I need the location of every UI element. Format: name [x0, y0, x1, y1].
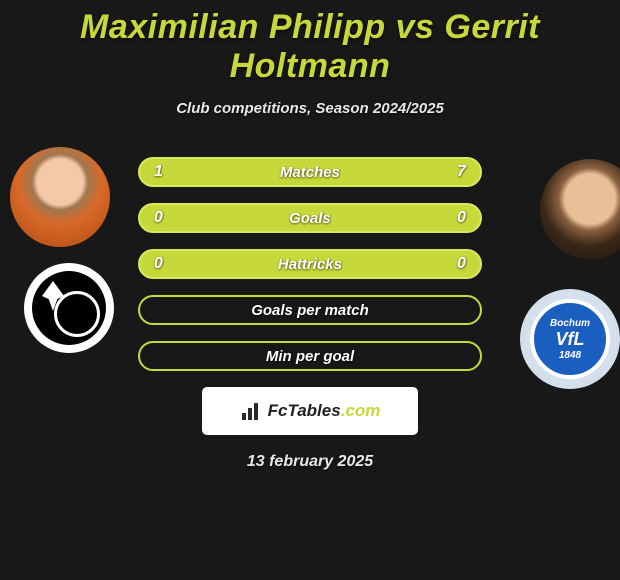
title-vs: vs — [396, 8, 435, 46]
brand-badge: FcTables.com — [202, 387, 418, 435]
stat-value-right: 0 — [457, 209, 466, 227]
avatar-player-right — [540, 159, 620, 259]
stat-row-goals-per-match: Goals per match — [138, 295, 482, 325]
subtitle: Club competitions, Season 2024/2025 — [0, 100, 620, 117]
brand-text: FcTables.com — [268, 401, 381, 421]
stat-label: Min per goal — [266, 348, 354, 365]
stat-label: Hattricks — [278, 256, 342, 273]
club-right-line1: Bochum — [550, 318, 590, 329]
club-logo-right-inner: Bochum VfL 1848 — [530, 299, 610, 379]
stat-bars: 1 Matches 7 0 Goals 0 0 Hattricks 0 Goal… — [138, 147, 482, 371]
stat-label: Matches — [280, 164, 340, 181]
stat-row-matches: 1 Matches 7 — [138, 157, 482, 187]
stat-row-goals: 0 Goals 0 — [138, 203, 482, 233]
date-label: 13 february 2025 — [0, 453, 620, 471]
club-logo-right: Bochum VfL 1848 — [520, 289, 620, 389]
stat-value-right: 0 — [457, 255, 466, 273]
stat-value-right: 7 — [457, 163, 466, 181]
page-title: Maximilian Philipp vs Gerrit Holtmann — [0, 0, 620, 86]
club-right-line3: 1848 — [559, 350, 581, 361]
title-player-left: Maximilian Philipp — [80, 8, 386, 46]
brand-suffix: .com — [341, 401, 381, 420]
stat-value-left: 0 — [154, 209, 163, 227]
stat-label: Goals per match — [251, 302, 369, 319]
bar-chart-icon — [240, 402, 262, 420]
club-right-line2: VfL — [556, 329, 585, 350]
stat-value-left: 1 — [154, 163, 163, 181]
stat-label: Goals — [289, 210, 331, 227]
stat-row-hattricks: 0 Hattricks 0 — [138, 249, 482, 279]
club-logo-left-inner — [32, 271, 106, 345]
stat-row-min-per-goal: Min per goal — [138, 341, 482, 371]
comparison-panel: Bochum VfL 1848 1 Matches 7 0 Goals 0 0 … — [0, 147, 620, 471]
avatar-player-left — [10, 147, 110, 247]
stat-value-left: 0 — [154, 255, 163, 273]
brand-name: FcTables — [268, 401, 341, 420]
club-logo-left — [24, 263, 114, 353]
